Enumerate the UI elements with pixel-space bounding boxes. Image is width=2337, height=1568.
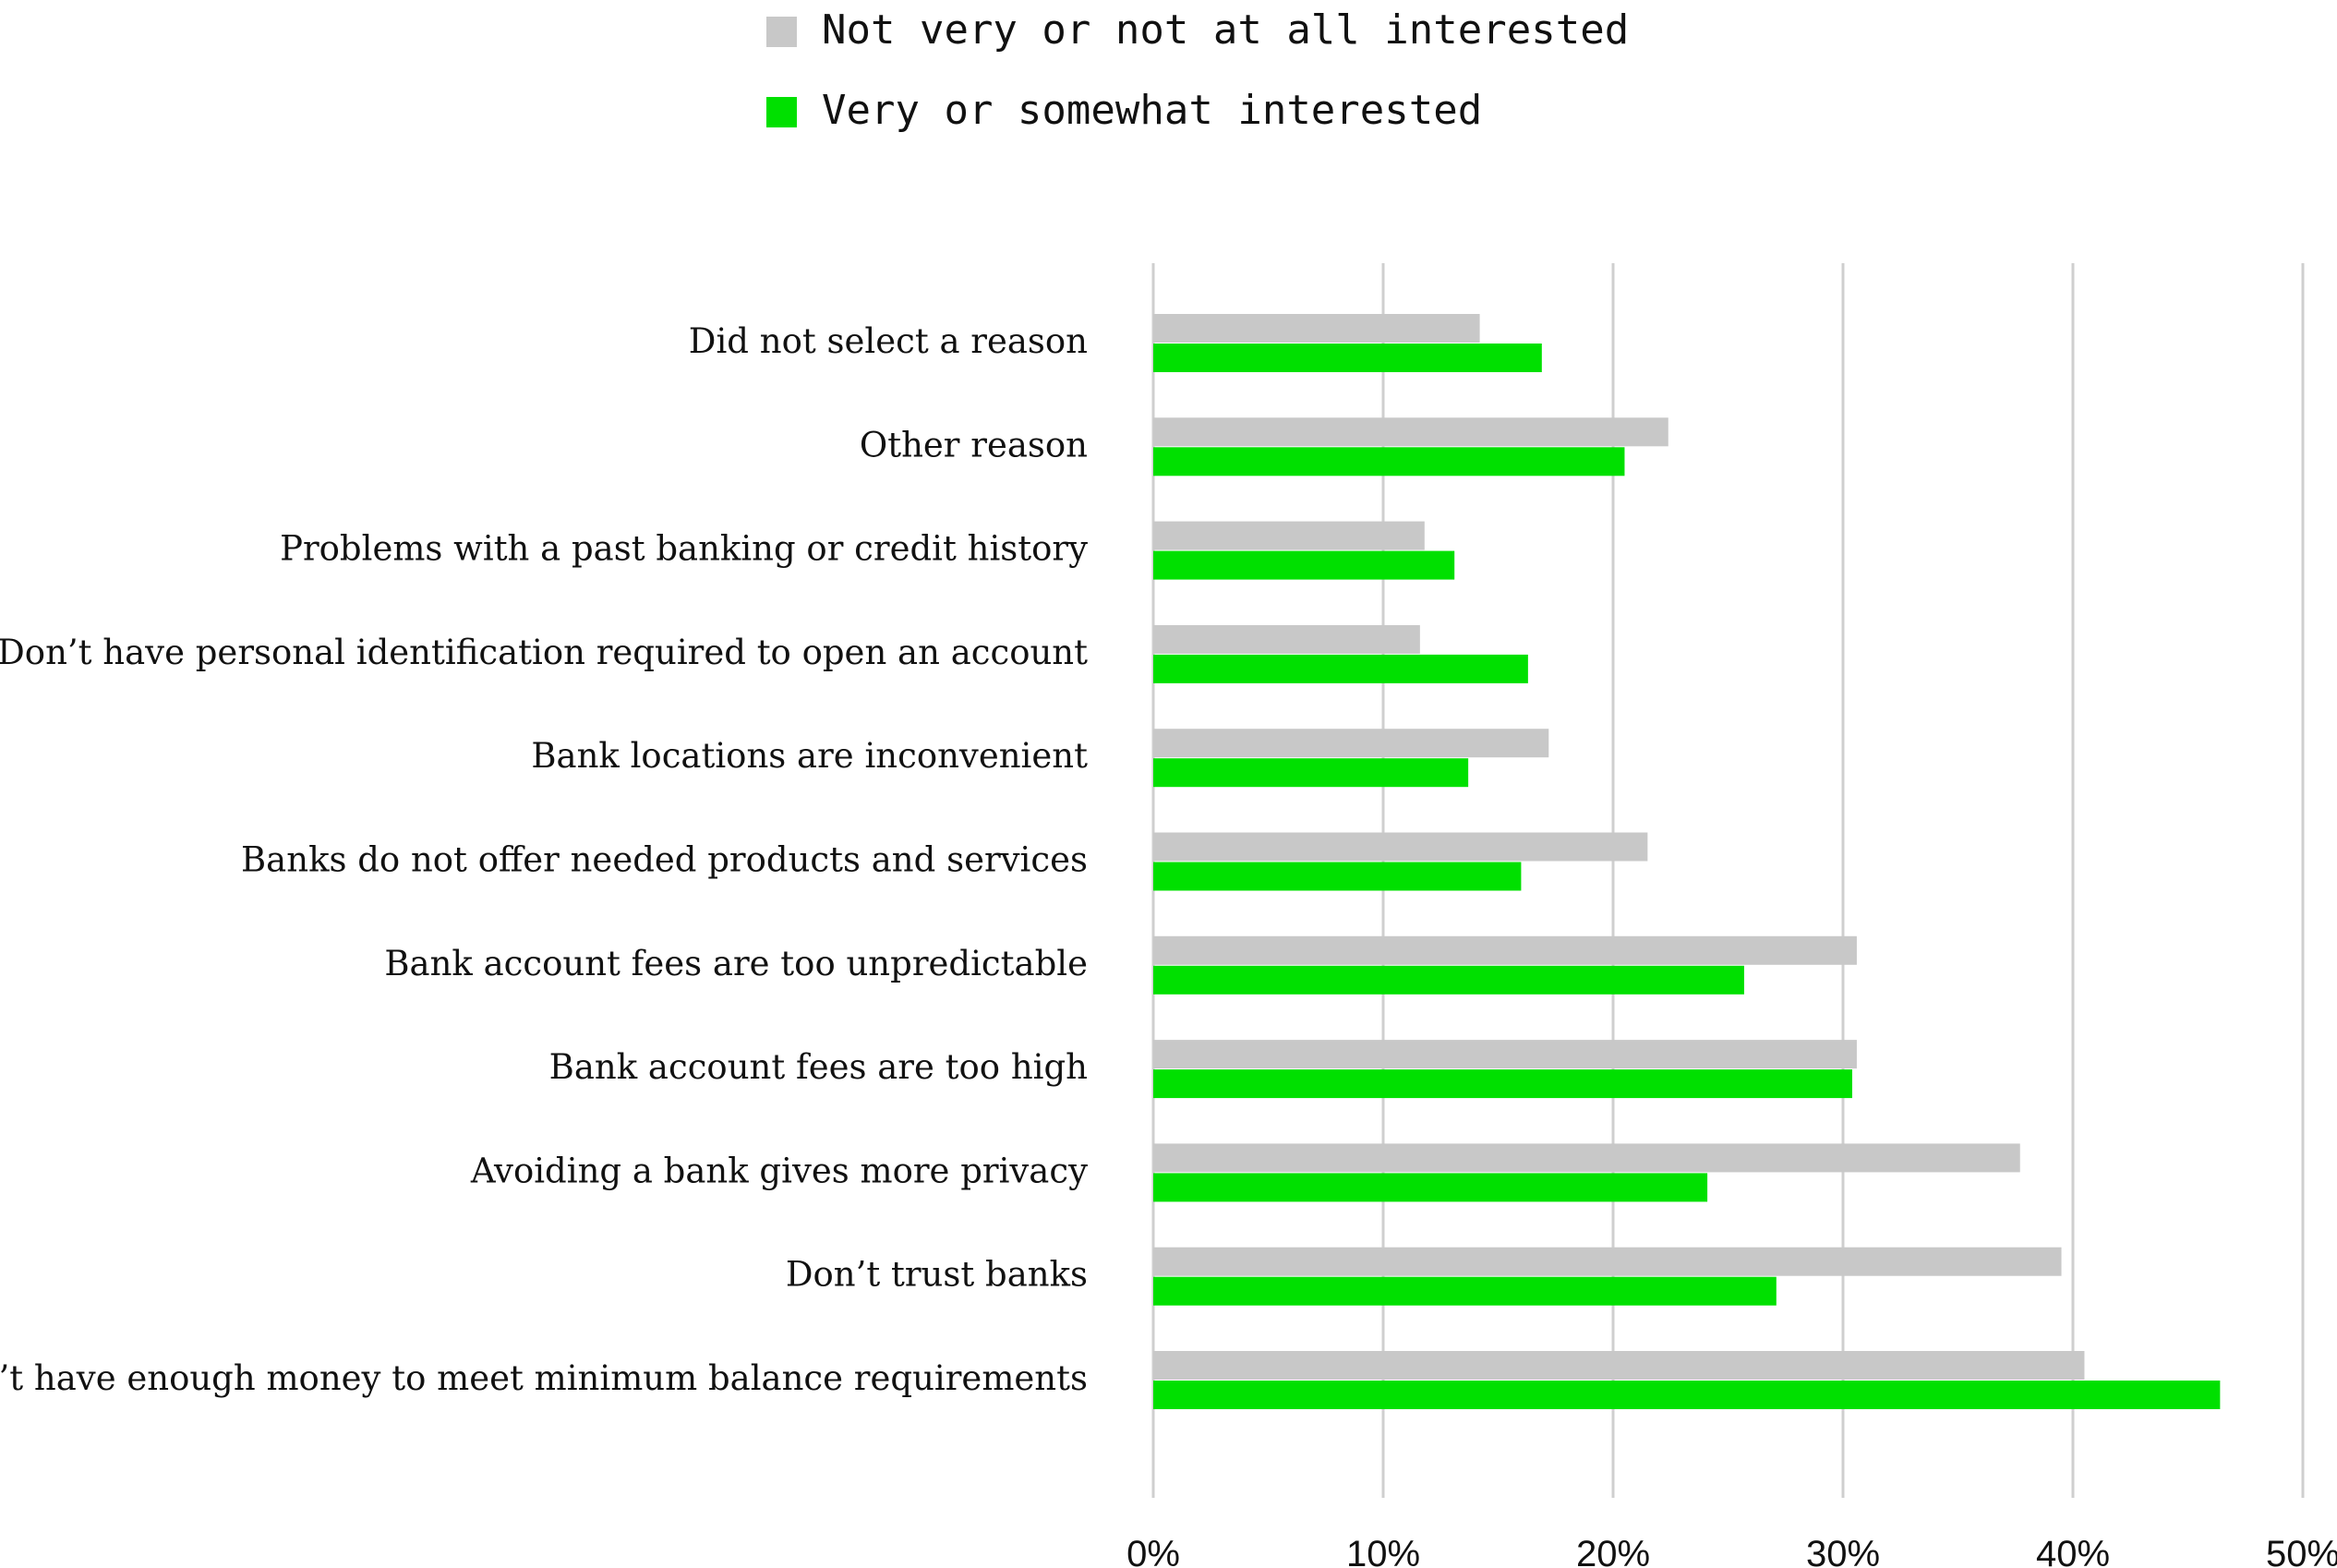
x-tick-label: 20% (1576, 1534, 1650, 1568)
category-label: Problems with a past banking or credit h… (280, 529, 1088, 569)
bar-not-interested (1153, 935, 1857, 965)
category-label: Don’t have personal identification requi… (0, 633, 1088, 672)
x-tick-label: 50% (2266, 1534, 2337, 1568)
category-label: Other reason (860, 425, 1088, 464)
bars (1153, 314, 2221, 1409)
category-label: Bank locations are inconvenient (531, 736, 1088, 776)
legend-swatch (766, 17, 797, 47)
category-label: Bank account fees are too high (549, 1047, 1088, 1087)
category-label: Don’t have enough money to meet minimum … (0, 1358, 1088, 1398)
x-axis-tick-labels: 0% 10% 20% 30% 40% 50% (1126, 1534, 2337, 1568)
legend-swatch (766, 97, 797, 127)
legend-label: Not very or not at all interested (822, 6, 1629, 54)
bar-interested (1153, 447, 1625, 476)
category-label: Avoiding a bank gives more privacy (470, 1151, 1088, 1190)
category-label: Banks do not offer needed products and s… (241, 840, 1088, 880)
bar-not-interested (1153, 314, 1480, 343)
x-tick-label: 10% (1346, 1534, 1420, 1568)
bar-not-interested (1153, 521, 1425, 550)
legend: Not very or not at all interested Very or… (766, 6, 1629, 134)
category-label: Bank account fees are too unpredictable (384, 944, 1088, 983)
bar-interested (1153, 965, 1744, 995)
category-label: Did not select a reason (689, 321, 1088, 361)
x-tick-label: 0% (1126, 1534, 1180, 1568)
bar-interested (1153, 654, 1528, 683)
bar-interested (1153, 862, 1522, 891)
bar-not-interested (1153, 624, 1420, 654)
category-label: Don’t trust banks (786, 1255, 1088, 1295)
x-tick-label: 30% (1806, 1534, 1880, 1568)
bar-not-interested (1153, 729, 1549, 758)
bar-interested (1153, 1069, 1852, 1099)
bar-not-interested (1153, 832, 1648, 862)
bar-not-interested (1153, 1247, 2062, 1276)
bar-not-interested (1153, 1143, 2020, 1173)
bar-interested (1153, 344, 1542, 372)
legend-label: Very or somewhat interested (822, 87, 1482, 134)
bar-interested (1153, 1381, 2221, 1409)
bar-interested (1153, 1173, 1708, 1202)
bar-not-interested (1153, 417, 1668, 447)
x-tick-label: 40% (2036, 1534, 2110, 1568)
bar-interested (1153, 758, 1469, 788)
bar-not-interested (1153, 1351, 2085, 1380)
bar-not-interested (1153, 1040, 1857, 1069)
category-labels: Did not select a reason Other reason Probl… (0, 321, 1088, 1398)
bar-interested (1153, 550, 1455, 580)
bar-interested (1153, 1276, 1777, 1306)
